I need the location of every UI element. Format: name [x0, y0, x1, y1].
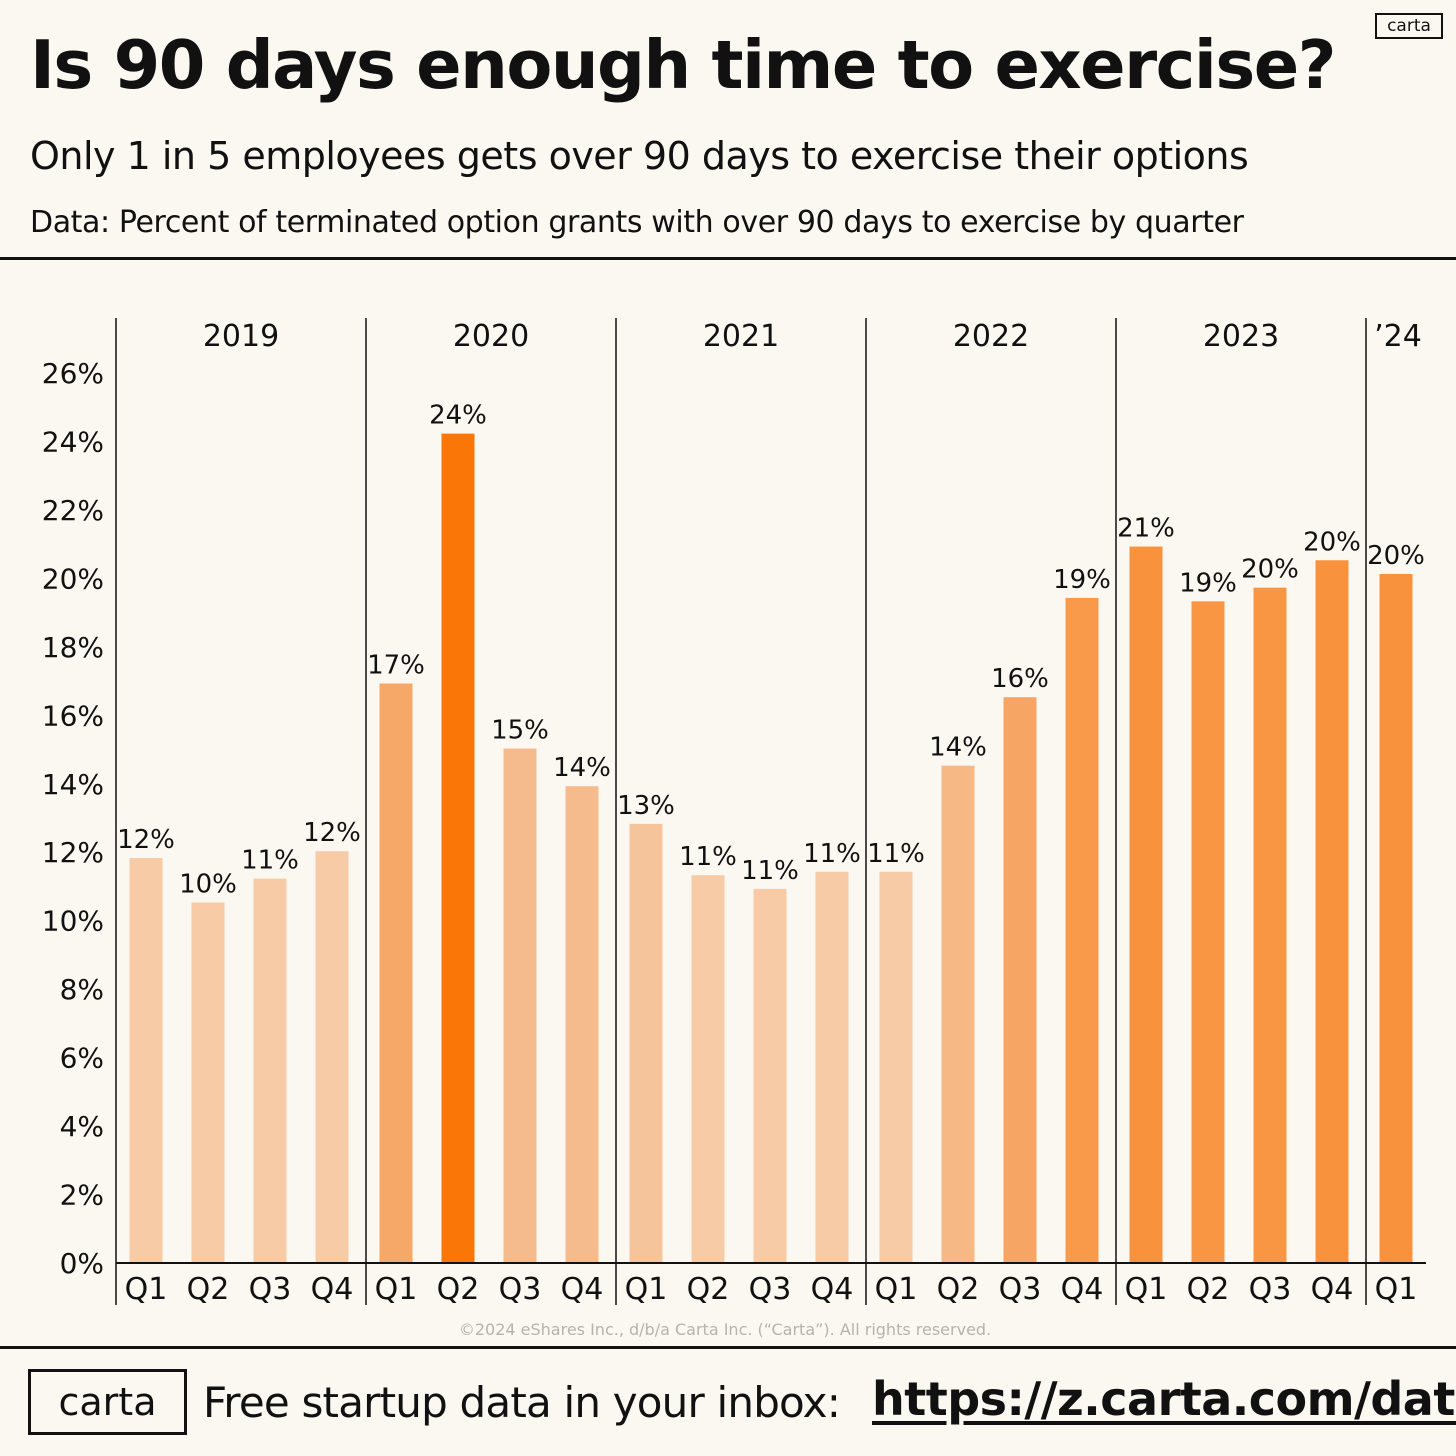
chart-subtitle: Only 1 in 5 employees gets over 90 days …: [30, 134, 1249, 178]
year-group-label: 2021: [703, 319, 779, 354]
bar: [503, 748, 537, 1262]
bar: [879, 871, 913, 1262]
x-tick-label: Q4: [1061, 1272, 1104, 1307]
data-label: 20%: [1303, 527, 1361, 557]
y-tick-label: 4%: [60, 1110, 104, 1143]
y-tick-label: 18%: [42, 631, 104, 664]
bar: [1129, 546, 1163, 1262]
data-label: 15%: [491, 716, 549, 746]
y-tick-label: 14%: [42, 768, 104, 801]
copyright-notice: ©2024 eShares Inc., d/b/a Carta Inc. (“C…: [458, 1320, 992, 1339]
x-tick-label: Q1: [125, 1272, 168, 1307]
data-description: Data: Percent of terminated option grant…: [30, 205, 1244, 240]
bar: [1003, 697, 1037, 1262]
y-tick-label: 12%: [42, 836, 104, 869]
x-tick-label: Q1: [375, 1272, 418, 1307]
year-group-label: 2022: [953, 319, 1029, 354]
x-tick-label: Q2: [1187, 1272, 1230, 1307]
y-tick-label: 20%: [42, 562, 104, 595]
y-tick-label: 10%: [42, 905, 104, 938]
x-tick-label: Q2: [687, 1272, 730, 1307]
x-tick-label: Q4: [311, 1272, 354, 1307]
data-label: 11%: [679, 842, 737, 872]
y-tick-label: 22%: [42, 494, 104, 527]
year-group-label: 2023: [1203, 319, 1279, 354]
data-label: 20%: [1367, 541, 1425, 571]
x-tick-label: Q2: [937, 1272, 980, 1307]
x-tick-label: Q3: [749, 1272, 792, 1307]
year-group-label: 2020: [453, 319, 529, 354]
year-group-label: ’24: [1374, 319, 1422, 354]
data-label: 11%: [803, 839, 861, 869]
x-tick-label: Q4: [1311, 1272, 1354, 1307]
bar: [691, 875, 725, 1262]
bar: [1253, 587, 1287, 1262]
bar: [1315, 560, 1349, 1262]
bar: [629, 823, 663, 1262]
x-tick-label: Q1: [625, 1272, 668, 1307]
x-tick-label: Q2: [187, 1272, 230, 1307]
chart-title: Is 90 days enough time to exercise?: [30, 26, 1337, 104]
y-tick-label: 26%: [42, 357, 104, 390]
data-label: 19%: [1053, 565, 1111, 595]
bar: [1065, 597, 1099, 1262]
x-tick-label: Q3: [249, 1272, 292, 1307]
data-label: 10%: [179, 870, 237, 900]
bar: [379, 683, 413, 1262]
bar: [753, 888, 787, 1262]
x-tick-label: Q4: [561, 1272, 604, 1307]
bar: [129, 858, 163, 1262]
newsletter-link[interactable]: https://z.carta.com/data: [872, 1372, 1456, 1426]
data-label: 11%: [741, 856, 799, 886]
y-tick-label: 2%: [60, 1179, 104, 1212]
bar: [565, 786, 599, 1262]
y-tick-label: 6%: [60, 1042, 104, 1075]
data-label: 19%: [1179, 568, 1237, 598]
data-label: 14%: [929, 733, 987, 763]
year-group-label: 2019: [203, 319, 279, 354]
bar: [1191, 601, 1225, 1262]
y-tick-label: 8%: [60, 973, 104, 1006]
y-tick-label: 0%: [60, 1247, 104, 1280]
data-label: 12%: [303, 818, 361, 848]
data-label: 14%: [553, 753, 611, 783]
bar: [191, 902, 225, 1262]
bar: [441, 433, 475, 1263]
y-tick-label: 24%: [42, 425, 104, 458]
data-label: 24%: [429, 401, 487, 431]
bar: [815, 871, 849, 1262]
x-tick-label: Q1: [875, 1272, 918, 1307]
bar-chart: 0%2%4%6%8%10%12%14%16%18%20%22%24%26%201…: [42, 318, 1426, 1307]
data-label: 16%: [991, 664, 1049, 694]
x-tick-label: Q1: [1125, 1272, 1168, 1307]
data-label: 12%: [117, 825, 175, 855]
newsletter-cta: Free startup data in your inbox:: [203, 1378, 841, 1427]
x-tick-label: Q3: [999, 1272, 1042, 1307]
bar: [1379, 573, 1413, 1262]
data-label: 20%: [1241, 555, 1299, 585]
header-divider: [0, 257, 1456, 260]
x-tick-label: Q3: [499, 1272, 542, 1307]
y-tick-label: 16%: [42, 699, 104, 732]
bar: [941, 765, 975, 1262]
carta-logo-small: carta: [1375, 13, 1443, 39]
carta-logo: carta: [28, 1369, 187, 1435]
bar: [315, 851, 349, 1262]
data-label: 11%: [241, 846, 299, 876]
footer-divider: [0, 1346, 1456, 1349]
data-label: 17%: [367, 651, 425, 681]
data-label: 21%: [1117, 514, 1175, 544]
bar: [253, 878, 287, 1262]
x-tick-label: Q2: [437, 1272, 480, 1307]
x-tick-label: Q1: [1375, 1272, 1418, 1307]
x-tick-label: Q4: [811, 1272, 854, 1307]
x-tick-label: Q3: [1249, 1272, 1292, 1307]
data-label: 11%: [867, 839, 925, 869]
data-label: 13%: [617, 791, 675, 821]
